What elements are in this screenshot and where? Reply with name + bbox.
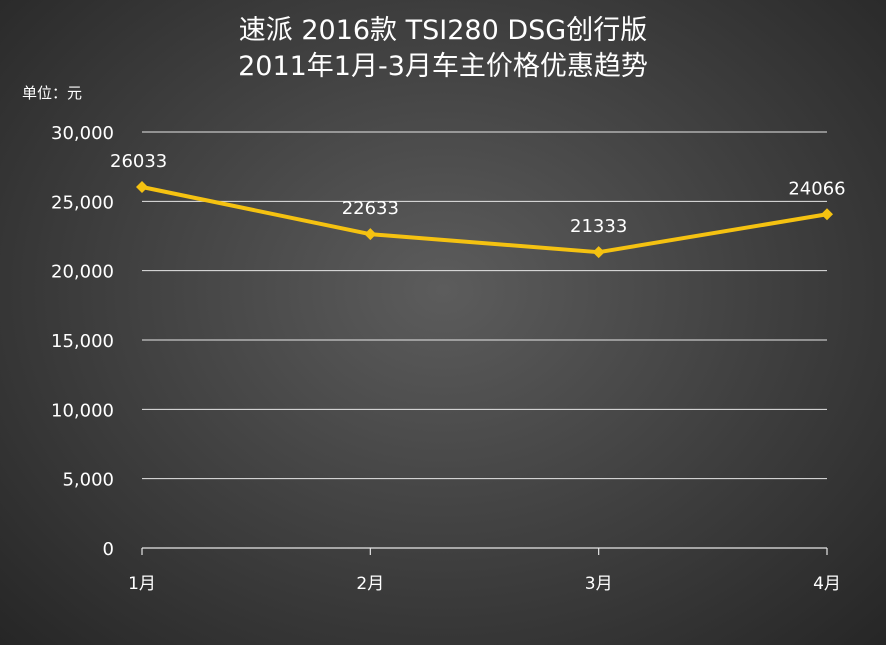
y-tick-label: 20,000: [51, 262, 114, 283]
data-point-marker: [364, 228, 377, 241]
data-point-marker: [592, 246, 605, 259]
y-tick-label: 15,000: [51, 331, 114, 352]
data-label: 24066: [788, 178, 845, 199]
data-point-marker: [821, 208, 833, 221]
data-label: 22633: [342, 198, 399, 219]
y-tick-label: 10,000: [51, 400, 114, 421]
chart-subtitle: 2011年1月-3月车主价格优惠趋势: [238, 51, 648, 82]
x-tick-label: 2月: [356, 574, 384, 594]
unit-label: 单位：元: [22, 84, 83, 102]
y-tick-label: 5,000: [62, 470, 114, 491]
y-tick-label: 25,000: [51, 192, 114, 213]
y-tick-label: 0: [103, 539, 114, 560]
x-tick-label: 3月: [585, 574, 613, 594]
data-point-marker: [136, 181, 148, 194]
x-tick-label: 1月: [128, 574, 156, 594]
data-label: 21333: [570, 216, 627, 237]
data-label: 26033: [110, 151, 167, 172]
y-tick-label: 30,000: [51, 123, 114, 144]
series-line: [141, 185, 828, 255]
chart-title: 速派 2016款 TSI280 DSG创行版: [238, 15, 648, 46]
x-tick-label: 4月: [813, 574, 841, 594]
